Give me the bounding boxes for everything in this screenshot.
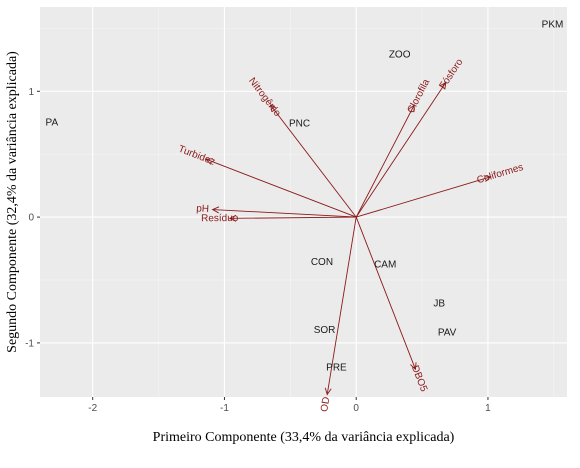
loading-arrowhead xyxy=(269,104,278,113)
x-tick-label: -2 xyxy=(88,403,97,414)
score-point-label: PRE xyxy=(326,363,347,374)
loading-label: pH xyxy=(196,203,209,215)
score-point-label: PKM xyxy=(542,19,564,30)
loading-arrow xyxy=(326,217,357,395)
loading-label: Resíduo xyxy=(201,213,239,224)
loading-arrow xyxy=(229,216,357,219)
plot-panel xyxy=(40,7,567,397)
loading-arrowhead xyxy=(324,387,332,396)
y-tick-label: 0 xyxy=(28,213,34,224)
loading-arrow xyxy=(205,158,357,218)
x-tick-label: 1 xyxy=(485,403,491,414)
loading-arrowhead xyxy=(410,362,417,371)
score-point-label: ZOO xyxy=(389,49,411,60)
loading-arrow xyxy=(355,104,415,218)
loading-arrow xyxy=(270,104,357,218)
y-axis-title: Segundo Componente (32,4% da variância e… xyxy=(5,51,20,353)
score-point-label: JB xyxy=(433,299,445,310)
loading-arrowhead xyxy=(205,158,214,165)
score-point-label: PA xyxy=(46,117,59,128)
loading-arrowhead xyxy=(211,206,220,214)
major-gridlines xyxy=(40,7,567,397)
x-axis-title: Primeiro Componente (33,4% da variância … xyxy=(153,430,455,445)
loading-arrowhead xyxy=(439,81,447,90)
score-point-label: SOR xyxy=(314,325,336,336)
score-point-label: CON xyxy=(311,257,333,268)
loading-arrowhead xyxy=(483,175,492,182)
loading-arrow xyxy=(212,209,357,218)
x-tick-label: 0 xyxy=(353,403,359,414)
loading-arrowhead xyxy=(228,214,237,222)
score-point-label: PNC xyxy=(289,119,310,130)
score-point-label: CAM xyxy=(374,260,396,271)
loading-arrowhead xyxy=(408,104,415,113)
loading-arrow xyxy=(356,176,491,218)
loading-label: OD xyxy=(319,396,332,413)
loading-arrow xyxy=(355,82,447,218)
y-tick-label: 1 xyxy=(28,87,34,98)
score-points: PKM ZOO PA PNC CON CAM JB PAV SOR PRE xyxy=(46,19,564,373)
x-tick-label: -1 xyxy=(220,403,229,414)
score-point-label: PAV xyxy=(438,327,457,338)
axis-ticks: -2 -1 0 1 -1 0 1 xyxy=(25,87,491,414)
loading-arrow xyxy=(355,216,416,370)
y-tick-label: -1 xyxy=(25,338,34,349)
minor-gridlines xyxy=(40,7,567,397)
